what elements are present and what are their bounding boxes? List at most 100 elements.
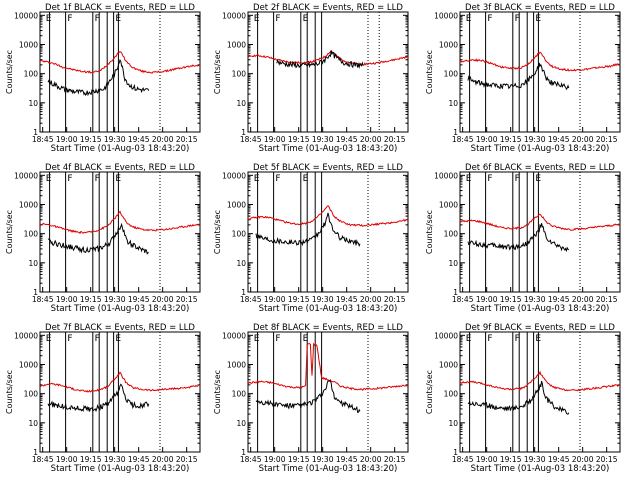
x-tick-label: 19:45	[336, 295, 358, 304]
x-tick-label: 19:15	[288, 135, 310, 144]
x-tick-label: 19:30	[312, 455, 334, 464]
series-line-events	[467, 62, 570, 91]
y-tick-label: 10	[448, 419, 458, 428]
marker-label: E	[254, 14, 260, 24]
x-tick-label: 18:45	[32, 455, 54, 464]
x-tick-label: 19:00	[476, 135, 498, 144]
series-line-events	[276, 50, 364, 69]
x-tick-label: 19:15	[80, 295, 102, 304]
y-tick-label: 100	[444, 230, 459, 239]
y-tick-label: 1	[453, 128, 458, 137]
y-tick-label: 100	[444, 390, 459, 399]
x-tick-label: 18:45	[452, 455, 474, 464]
x-tick-label: 19:30	[104, 135, 126, 144]
marker-label: F	[95, 174, 100, 184]
x-tick-label: 20:00	[572, 455, 594, 464]
x-tick-label: 18:45	[240, 135, 262, 144]
x-tick-label: 20:00	[152, 135, 174, 144]
x-tick-label: 19:15	[80, 455, 102, 464]
x-tick-label: 19:15	[288, 455, 310, 464]
y-tick-label: 10	[236, 419, 246, 428]
y-tick-label: 1	[241, 448, 246, 457]
plot-frame	[39, 331, 201, 453]
plot-frame	[459, 171, 621, 293]
plot-frame	[459, 331, 621, 453]
x-tick-label: 20:15	[176, 455, 198, 464]
panel-title: Det 2f BLACK = Events, RED = LLD	[253, 3, 403, 13]
x-tick-label: 20:15	[384, 455, 406, 464]
marker-label: F	[95, 334, 100, 344]
x-tick-label: 18:45	[32, 295, 54, 304]
y-axis-label: Counts/sec	[213, 50, 222, 94]
y-axis-label: Counts/sec	[213, 370, 222, 414]
y-tick-label: 1000	[439, 200, 458, 209]
panel-title: Det 5f BLACK = Events, RED = LLD	[253, 163, 403, 173]
x-tick-label: 20:15	[176, 135, 198, 144]
panel-title: Det 3f BLACK = Events, RED = LLD	[465, 3, 615, 13]
x-tick-label: 19:00	[264, 135, 286, 144]
marker-label: E	[303, 334, 309, 344]
x-axis-label: Start Time (01-Aug-03 18:43:20)	[259, 304, 398, 314]
y-tick-label: 100	[232, 230, 247, 239]
plot-frame	[39, 171, 201, 293]
y-tick-label: 10	[28, 419, 38, 428]
y-axis-label: Counts/sec	[5, 50, 14, 94]
series-line-events	[47, 58, 150, 97]
x-tick-label: 19:30	[524, 455, 546, 464]
marker-label: F	[67, 14, 72, 24]
x-tick-label: 20:15	[384, 295, 406, 304]
y-tick-label: 1	[241, 288, 246, 297]
series-line-lld	[39, 51, 201, 75]
x-axis-label: Start Time (01-Aug-03 18:43:20)	[471, 464, 610, 474]
y-tick-label: 1000	[439, 360, 458, 369]
x-tick-label: 19:00	[476, 295, 498, 304]
x-tick-label: 19:45	[128, 295, 150, 304]
y-tick-label: 1000	[19, 360, 38, 369]
x-tick-label: 19:00	[56, 135, 78, 144]
y-tick-label: 100	[232, 70, 247, 79]
panel-title: Det 6f BLACK = Events, RED = LLD	[465, 163, 615, 173]
series-line-lld	[459, 51, 621, 72]
y-tick-label: 10000	[434, 171, 458, 180]
y-tick-label: 10	[448, 259, 458, 268]
series-line-events	[47, 383, 150, 413]
x-tick-label: 18:45	[32, 135, 54, 144]
x-tick-label: 18:45	[240, 295, 262, 304]
y-axis-label: Counts/sec	[425, 210, 434, 254]
y-tick-label: 1000	[19, 40, 38, 49]
y-tick-label: 10	[28, 259, 38, 268]
y-tick-label: 10000	[14, 11, 38, 20]
y-axis-label: Counts/sec	[5, 210, 14, 254]
series-line-events	[255, 212, 361, 247]
y-tick-label: 1000	[227, 200, 246, 209]
x-tick-label: 19:45	[548, 135, 570, 144]
x-axis-label: Start Time (01-Aug-03 18:43:20)	[259, 144, 398, 154]
x-tick-label: 20:00	[572, 135, 594, 144]
series-line-lld	[39, 210, 201, 235]
marker-label: E	[535, 14, 541, 24]
marker-label: E	[115, 174, 121, 184]
x-tick-label: 18:45	[452, 295, 474, 304]
x-tick-label: 20:00	[152, 295, 174, 304]
x-tick-label: 19:45	[548, 455, 570, 464]
y-axis-label: Counts/sec	[213, 210, 222, 254]
marker-label: F	[67, 334, 72, 344]
x-tick-label: 20:15	[596, 295, 618, 304]
x-tick-label: 19:15	[500, 455, 522, 464]
marker-label: F	[515, 14, 520, 24]
y-tick-label: 1	[453, 288, 458, 297]
marker-label: E	[303, 14, 309, 24]
x-tick-label: 20:00	[360, 135, 382, 144]
y-tick-label: 1000	[227, 40, 246, 49]
series-line-lld	[247, 205, 409, 227]
x-tick-label: 19:30	[104, 295, 126, 304]
y-tick-label: 10	[448, 99, 458, 108]
y-tick-label: 10	[236, 259, 246, 268]
y-tick-label: 10	[236, 99, 246, 108]
